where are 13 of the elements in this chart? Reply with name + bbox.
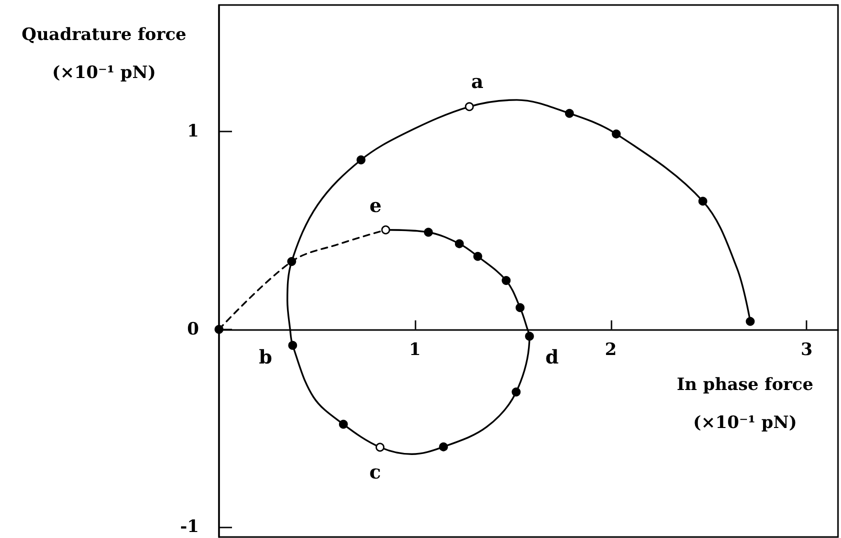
annotation: b [258,346,272,368]
annotation: d [545,346,559,368]
annotation: e [370,194,382,217]
annotation: c [369,462,381,484]
y-tick-label: 0 [187,319,200,340]
y-tick-label: -1 [180,517,199,538]
x-tick-label: 2 [604,340,617,360]
x-axis-title: In phase force (×10⁻¹ pN) [676,375,814,433]
x-tick-label: 1 [408,340,421,360]
x-tick-label: 3 [800,340,813,360]
annotation: a [471,70,484,93]
y-axis-title: Quadrature force (×10⁻¹ pN) [22,25,187,83]
y-tick-label: 1 [187,122,199,142]
